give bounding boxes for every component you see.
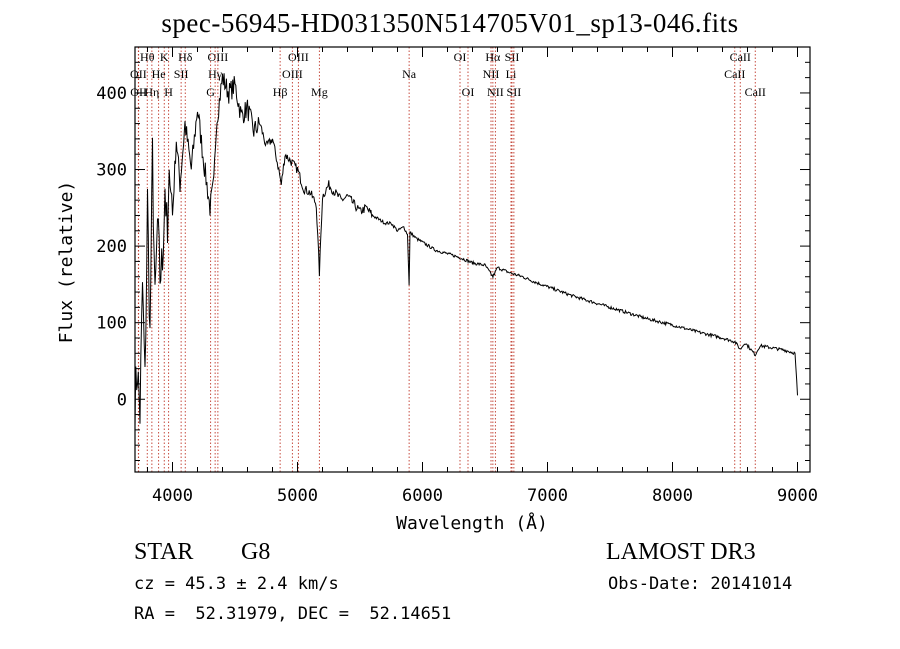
chart-title: spec-56945-HD031350N514705V01_sp13-046.f… [161,8,739,38]
line-marker-label: Hθ [140,50,155,64]
x-tick-label: 7000 [527,486,568,506]
survey-name: LAMOST DR3 [606,539,756,565]
line-marker-label: NII [483,67,500,81]
line-marker-label: Hβ [273,85,288,99]
line-marker-label: Hα [485,50,501,64]
spectrum-line [134,73,798,427]
y-tick-label: 0 [117,390,127,410]
line-marker-label: Mg [311,85,328,99]
line-marker-label: OIII [288,50,309,64]
y-tick-label: 100 [96,314,127,334]
plot-frame [134,46,811,473]
x-tick-label: 8000 [652,486,693,506]
line-marker-label: K [160,50,169,64]
line-marker-label: SII [505,50,520,64]
line-marker-label: Li [506,67,517,81]
line-marker-label: Na [402,67,417,81]
axes: 4000 5000 6000 7000 8000 9000 0 100 200 300 400 [96,46,818,506]
observation-date: Obs-Date: 20141014 [608,574,793,594]
y-tick-label: 200 [96,237,127,257]
y-axis-label: Flux (relative) [56,181,77,344]
x-tick-label: 6000 [402,486,443,506]
line-marker-label: OI [462,85,475,99]
line-marker-label: CaII [730,50,751,64]
line-marker-label: OIII [208,50,229,64]
line-marker-label: SII [507,85,522,99]
line-marker-label: Hγ [208,67,223,81]
line-marker-label: Hη [144,85,159,99]
x-axis-label: Wavelength (Å) [396,512,548,534]
spectrum-series [134,73,798,427]
x-tick-label: 4000 [152,486,193,506]
line-marker-label: SII [174,67,189,81]
line-marker-label: OI [454,50,467,64]
y-tick-label: 400 [96,84,127,104]
redshift-readout: cz = 45.3 ± 2.4 km/s [134,574,339,594]
x-tick-label: 5000 [277,486,318,506]
x-tick-label: 9000 [777,486,818,506]
line-marker-label: Hδ [178,50,193,64]
line-marker-label: H [164,85,173,99]
coordinates-readout: RA = 52.31979, DEC = 52.14651 [134,604,452,624]
object-class: STAR [134,539,194,565]
line-marker-label: He [152,67,166,81]
line-marker-label: OIII [282,67,303,81]
y-tick-label: 300 [96,161,127,181]
line-marker-label: OII [130,67,147,81]
line-marker-label: CaII [745,85,766,99]
object-subclass: G8 [241,539,271,565]
line-marker-label: G [206,85,215,99]
line-marker-label: NII [487,85,504,99]
line-marker-label: CaII [724,67,745,81]
